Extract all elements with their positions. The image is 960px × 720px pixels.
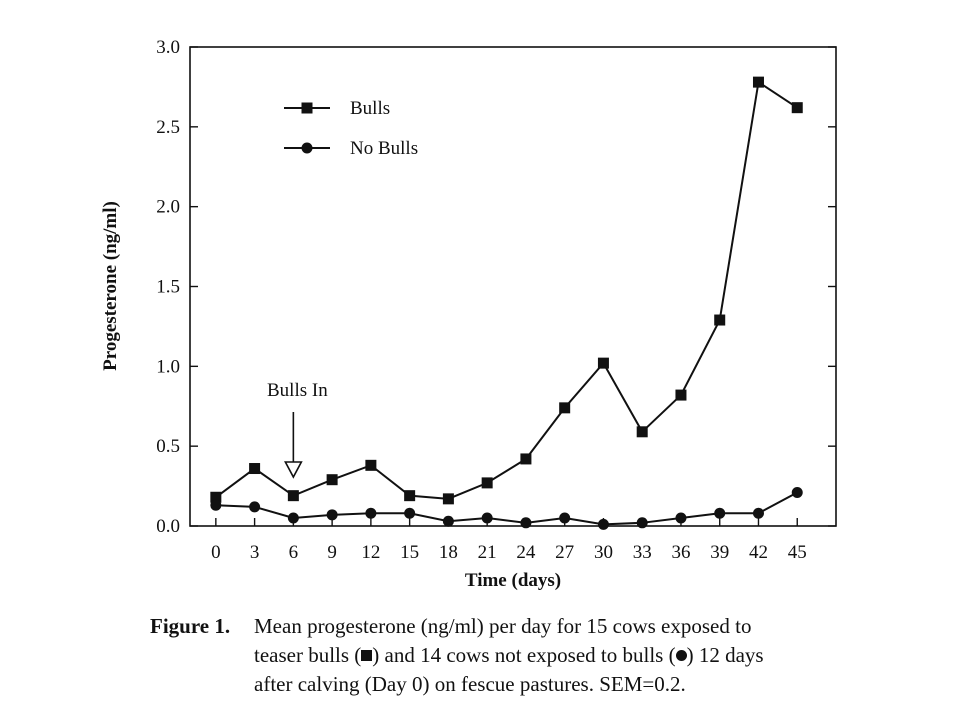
annotations: Bulls In (267, 380, 328, 479)
data-point-no-bulls (597, 518, 609, 530)
data-point-no-bulls (714, 507, 726, 519)
y-tick-label: 0.0 (156, 516, 180, 537)
data-point-no-bulls (791, 486, 803, 498)
legend-marker-circle (301, 142, 313, 154)
data-point-bulls (559, 402, 571, 414)
data-point-bulls (752, 76, 764, 88)
x-tick-label: 24 (516, 542, 536, 563)
data-point-bulls (675, 389, 687, 401)
y-tick-label: 2.5 (156, 117, 180, 138)
caption-label: Figure 1. (150, 614, 231, 638)
data-point-no-bulls (520, 517, 532, 529)
data-point-no-bulls (249, 501, 261, 513)
x-tick-label: 45 (788, 542, 807, 563)
caption-line-3: after calving (Day 0) on fescue pastures… (254, 672, 686, 696)
x-tick-label: 18 (439, 542, 458, 563)
legend-marker-square (301, 102, 313, 114)
caption-line-2b: ) and 14 cows not exposed to bulls ( (372, 643, 676, 667)
data-point-bulls (365, 459, 377, 471)
x-tick-label: 33 (633, 542, 652, 563)
data-point-bulls (404, 490, 416, 502)
x-tick-label: 39 (710, 542, 729, 563)
data-point-no-bulls (442, 515, 454, 527)
plot-frame (189, 46, 837, 527)
x-tick-label: 9 (327, 542, 337, 563)
x-tick-label: 36 (671, 542, 690, 563)
figure-caption: Figure 1. Mean progesterone (ng/ml) per d… (150, 612, 870, 699)
x-tick-label: 3 (250, 542, 260, 563)
data-point-bulls (714, 314, 726, 326)
data-point-no-bulls (675, 512, 687, 524)
caption-line-1: Mean progesterone (ng/ml) per day for 15… (254, 614, 752, 638)
data-point-bulls (249, 463, 261, 475)
caption-line-2c: ) 12 days (686, 643, 764, 667)
data-point-no-bulls (752, 507, 764, 519)
y-tick-label: 2.0 (156, 197, 180, 218)
y-tick-label: 1.5 (156, 277, 180, 298)
data-point-bulls (520, 453, 532, 465)
data-point-bulls (326, 474, 338, 486)
data-point-no-bulls (481, 512, 493, 524)
data-point-bulls (481, 477, 493, 489)
data-point-no-bulls (404, 507, 416, 519)
data-point-no-bulls (326, 509, 338, 521)
x-tick-label: 15 (400, 542, 419, 563)
y-axis: 0.0 0.5 1.0 1.5 2.0 2.5 3.0 (156, 37, 836, 537)
data-point-no-bulls (287, 512, 299, 524)
annotation-bulls-in: Bulls In (267, 380, 328, 401)
y-tick-label: 0.5 (156, 436, 180, 457)
x-axis: 0 3 6 9 12 15 18 21 24 27 30 33 36 39 42 45 (211, 518, 807, 563)
x-tick-label: 12 (361, 542, 380, 563)
square-symbol-icon (361, 650, 373, 661)
data-point-no-bulls (636, 517, 648, 529)
x-tick-label: 6 (289, 542, 299, 563)
data-point-no-bulls (210, 499, 222, 511)
x-tick-label: 30 (594, 542, 613, 563)
x-axis-label: Time (days) (465, 570, 561, 591)
series-line-bulls (215, 80, 798, 500)
data-point-bulls (636, 426, 648, 438)
x-tick-label: 27 (555, 542, 574, 563)
legend-label: Bulls (350, 98, 390, 119)
annotation-arrow-head (284, 461, 303, 479)
data-point-bulls (442, 493, 454, 505)
legend-label: No Bulls (350, 138, 418, 159)
data-point-no-bulls (559, 512, 571, 524)
circle-symbol-icon (675, 650, 687, 661)
series-group (210, 76, 803, 530)
y-axis-label: Progesterone (ng/ml) (100, 201, 121, 371)
caption-line-2a: teaser bulls ( (254, 643, 362, 667)
y-tick-label: 1.0 (156, 356, 180, 377)
data-point-bulls (287, 490, 299, 502)
legend: Bulls No Bulls (284, 98, 418, 159)
y-tick-label: 3.0 (156, 37, 180, 58)
x-tick-label: 21 (478, 542, 497, 563)
data-point-no-bulls (365, 507, 377, 519)
x-tick-label: 0 (211, 542, 221, 563)
x-tick-label: 42 (749, 542, 768, 563)
data-point-bulls (210, 491, 222, 503)
progesterone-chart: 0.00.51.01.52.02.53.0 0 3 6 9 12 15 18 21 24 27 30… (100, 37, 837, 591)
data-point-bulls (791, 102, 803, 114)
series-line-no-bulls (215, 491, 798, 526)
data-point-bulls (597, 357, 609, 369)
